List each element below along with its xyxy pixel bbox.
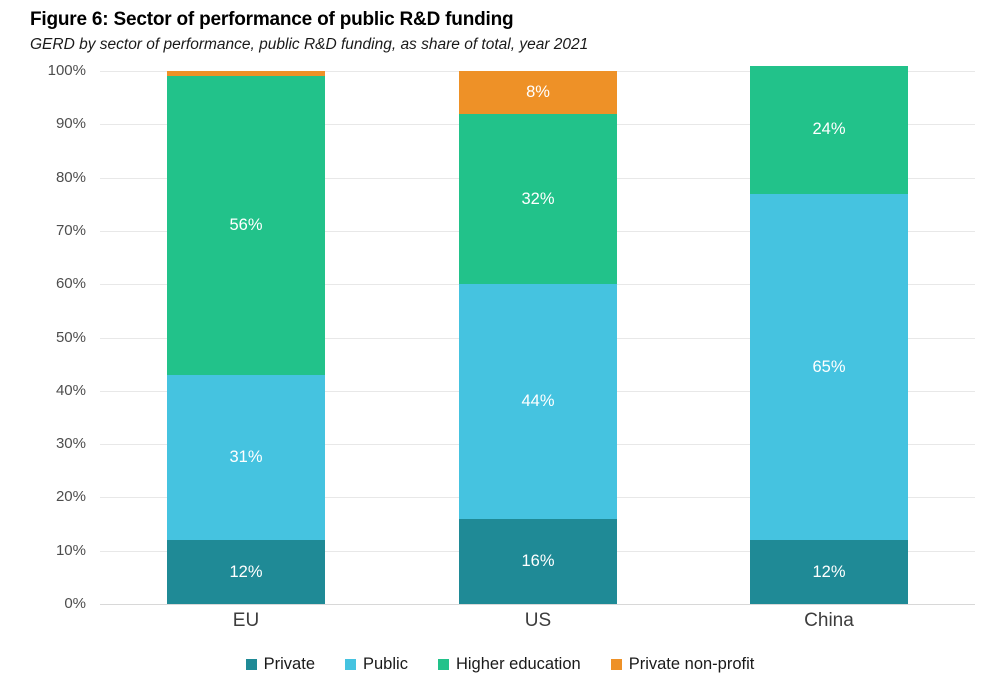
bar-segment-label: 32% [521, 189, 555, 208]
bar-segment-label: 12% [229, 562, 263, 581]
bar-group-china: 12% 65% 24% [750, 65, 908, 604]
bar-segment-private[interactable]: 12% [750, 540, 908, 604]
bar-segment-private-non-profit[interactable]: 8% [459, 71, 617, 114]
bar-segment-label: 16% [521, 552, 555, 571]
bar-segment-public[interactable]: 44% [459, 284, 617, 519]
legend-item-higher-education[interactable]: Higher education [437, 655, 581, 674]
page-title: Figure 6: Sector of performance of publi… [30, 9, 514, 30]
bar-segment-label: 56% [229, 216, 263, 235]
x-axis-label-eu: EU [232, 610, 260, 631]
legend-item-private[interactable]: Private [245, 655, 315, 674]
y-axis-tick-label: 70% [55, 221, 86, 239]
legend-label: Higher education [455, 655, 581, 673]
bar-segment-label: 8% [526, 83, 550, 102]
y-axis-tick-label: 60% [55, 275, 86, 293]
bar-segment-public[interactable]: 31% [167, 374, 325, 541]
y-axis-tick-label: 90% [55, 115, 86, 133]
y-axis-tick-label: 20% [55, 488, 86, 506]
y-axis-tick-label: 0% [64, 595, 86, 612]
y-axis-tick-label: 40% [55, 381, 86, 399]
bar-segment-private-non-profit[interactable] [167, 71, 325, 77]
legend-item-public[interactable]: Public [345, 655, 408, 674]
stacked-bar[interactable]: 12% 65% 24% [750, 65, 908, 604]
bar-segment-public[interactable]: 65% [750, 193, 908, 541]
legend-swatch-icon [345, 659, 356, 670]
legend-label: Private non-profit [628, 655, 755, 673]
bar-segment-label: 44% [521, 392, 555, 411]
legend-swatch-icon [437, 659, 449, 670]
bar-segment-higher-education[interactable]: 56% [167, 76, 325, 375]
chart-subtitle: GERD by sector of performance, public R&… [30, 35, 589, 53]
x-axis-label-china: China [804, 610, 854, 631]
bar-segment-label: 31% [229, 448, 263, 467]
x-axis-label-us: US [524, 610, 552, 631]
y-axis-tick-label: 30% [55, 435, 86, 453]
legend-swatch-icon [610, 659, 622, 670]
stacked-bar[interactable]: 16% 44% 32% 8% [459, 71, 617, 604]
bar-segment-higher-education[interactable]: 32% [459, 113, 617, 285]
bar-segment-label: 24% [812, 120, 846, 139]
y-axis-tick-label: 80% [55, 168, 86, 186]
bar-group-eu: 12% 31% 56% [167, 71, 325, 604]
legend-label: Private [263, 655, 315, 673]
bar-segment-higher-education[interactable]: 24% [750, 65, 908, 194]
y-axis-tick-label: 10% [55, 541, 86, 559]
bar-group-us: 16% 44% 32% 8% [459, 71, 617, 604]
y-axis-tick-label: 50% [55, 328, 86, 346]
bar-segment-private[interactable]: 12% [167, 540, 325, 604]
legend-swatch-icon [245, 659, 257, 670]
stacked-bar[interactable]: 12% 31% 56% [167, 71, 325, 604]
plot-region: 12% 31% 56% 16% 44% 32% 8% 12% 65% 24% [100, 65, 975, 605]
chart-header: Figure 6: Sector of performance of publi… [30, 8, 970, 55]
legend-item-private-non-profit[interactable]: Private non-profit [610, 655, 755, 674]
chart-area: 12% 31% 56% 16% 44% 32% 8% 12% 65% 24% 0% 10% 20% 30… [0, 62, 1000, 631]
legend-label: Public [363, 655, 408, 673]
bar-segment-label: 65% [812, 357, 846, 376]
bar-segment-label: 12% [812, 562, 846, 581]
bar-segment-private[interactable]: 16% [459, 518, 617, 604]
chart-legend: Private Public Higher education Private non… [0, 655, 1000, 674]
gridline [100, 604, 975, 605]
y-axis-tick-label: 100% [47, 62, 86, 79]
